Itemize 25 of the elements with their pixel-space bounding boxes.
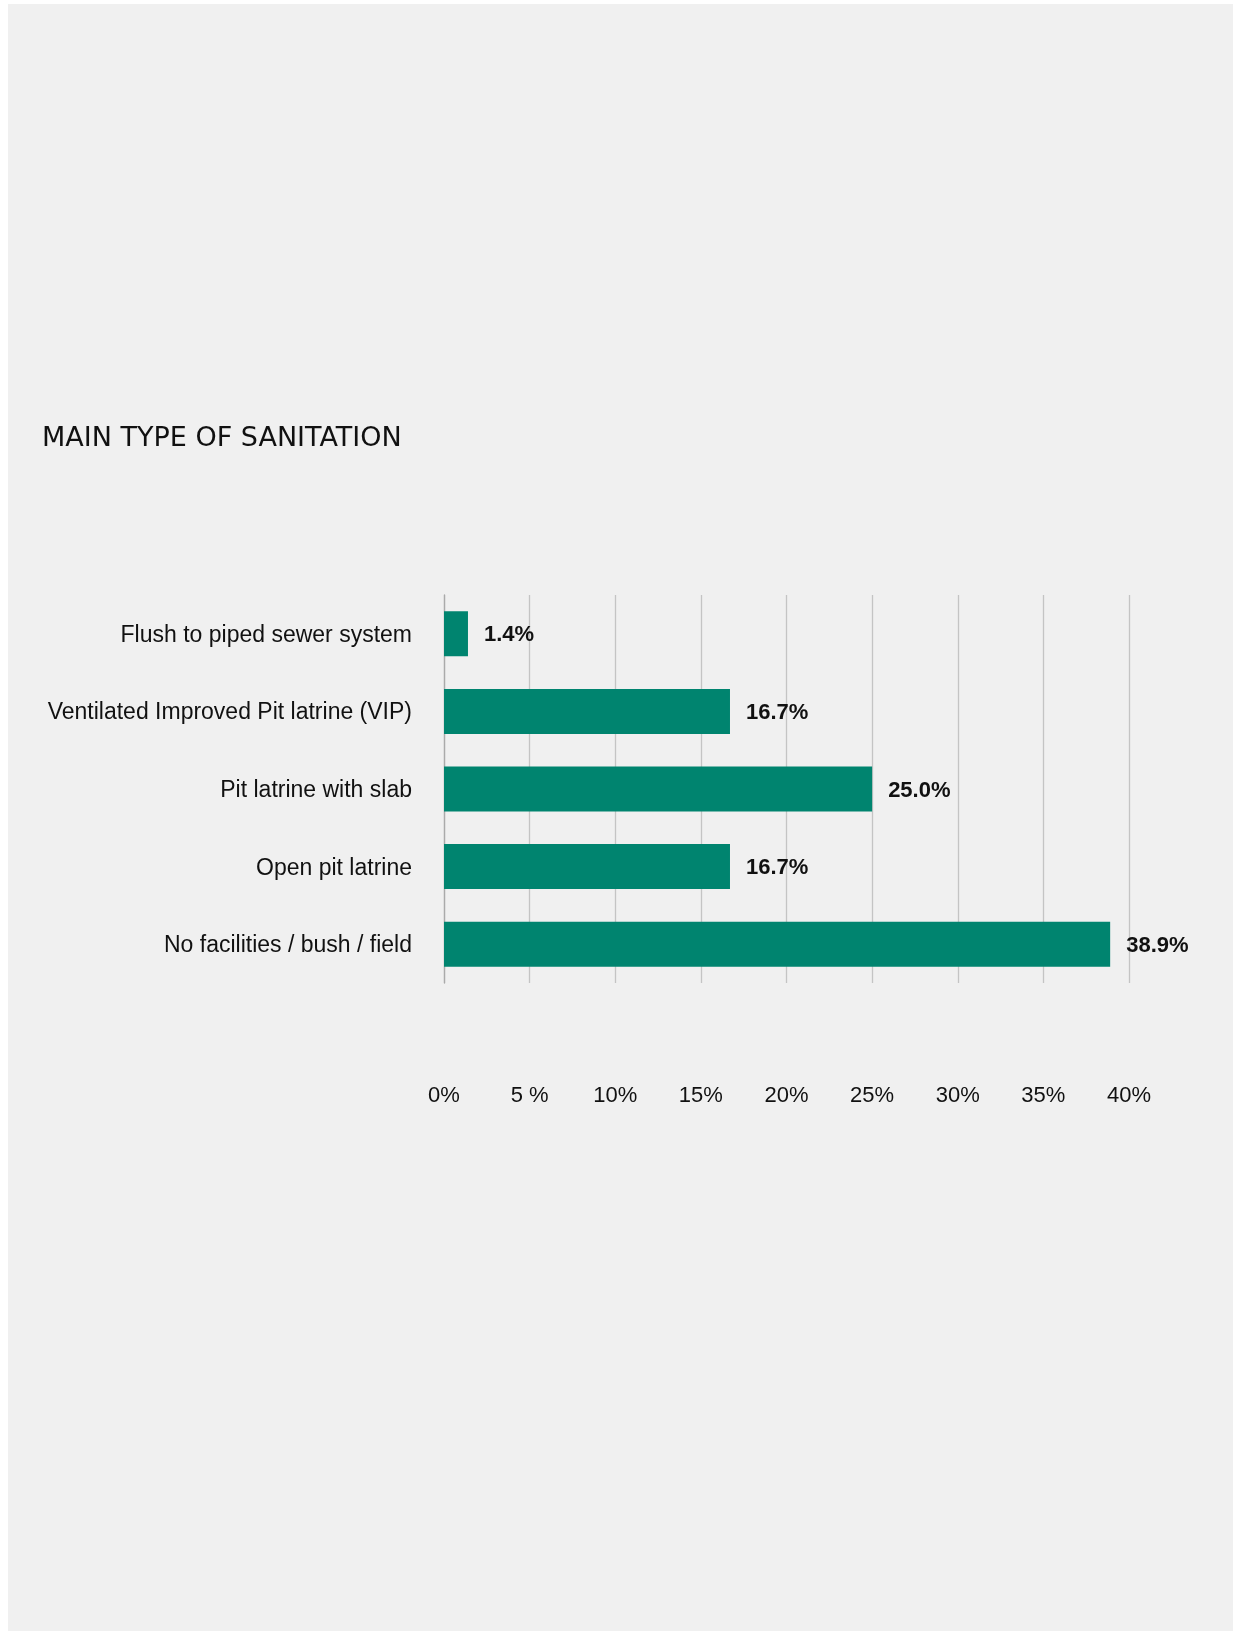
- x-tick-label: 30%: [935, 1081, 980, 1107]
- x-tick-label: 15%: [678, 1081, 723, 1107]
- bar: [444, 921, 1111, 967]
- bar: [444, 844, 730, 890]
- x-tick-label: 0%: [428, 1081, 460, 1107]
- x-tick-label: 10%: [593, 1081, 638, 1107]
- data-label: 1.4%: [483, 621, 535, 647]
- x-tick-label: 5 %: [510, 1081, 549, 1107]
- data-label: 25.0%: [888, 776, 951, 802]
- bar: [444, 766, 873, 812]
- bar: [444, 611, 468, 657]
- data-label: 16.7%: [745, 698, 809, 724]
- bar: [444, 688, 730, 734]
- y-tick-label: Pit latrine with slab: [220, 776, 412, 802]
- text: MAIN TYPE OF SANITATION: [42, 421, 402, 452]
- x-tick-label: 40%: [1106, 1081, 1152, 1107]
- x-tick-label: 35%: [1021, 1081, 1066, 1107]
- x-tick-label: 25%: [850, 1081, 895, 1107]
- x-tick-label: 20%: [764, 1081, 809, 1107]
- y-tick-label: Ventilated Improved Pit latrine (VIP): [47, 698, 412, 725]
- y-tick-label: Open pit latrine: [256, 853, 412, 880]
- data-label: 38.9%: [1126, 931, 1189, 957]
- y-tick-label: No facilities / bush / field: [163, 931, 412, 958]
- y-tick-label: Flush to piped sewer system: [120, 620, 412, 647]
- data-label: 16.7%: [745, 854, 809, 880]
